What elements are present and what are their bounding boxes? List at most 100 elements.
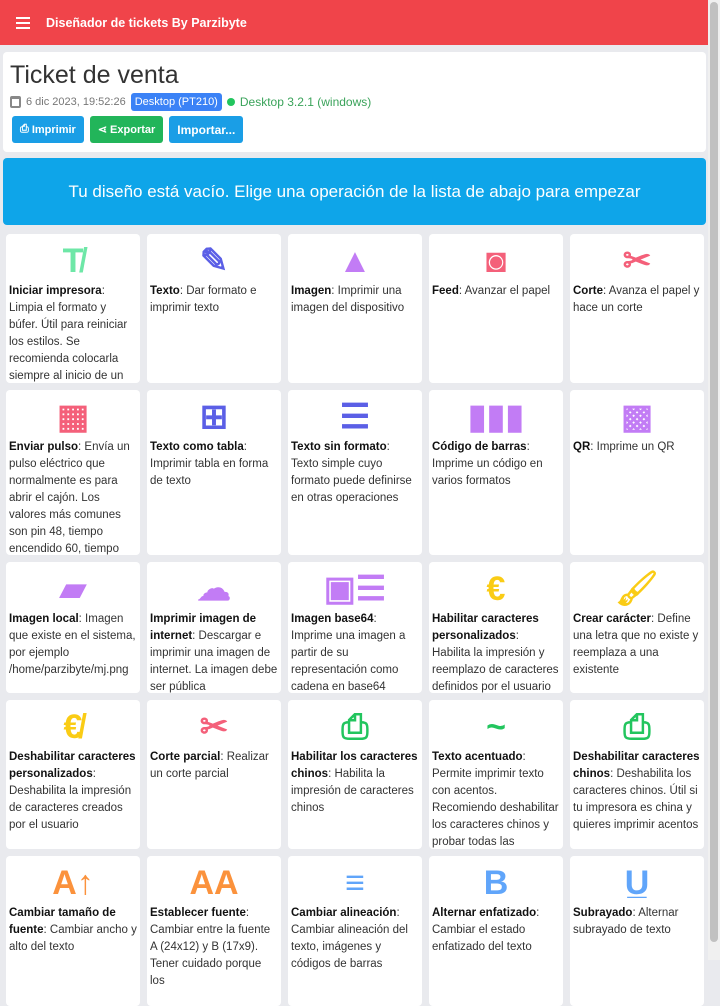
page-title: Ticket de venta	[10, 61, 179, 89]
format-clear-icon: T̸	[62, 241, 84, 280]
hamburger-menu-icon[interactable]	[16, 16, 30, 29]
text-lines-icon: ☰	[339, 397, 371, 436]
operation-desc: : Realizar un corte parcial	[150, 751, 269, 780]
operation-desc: : Cambiar entre la fuente A (24x12) y B …	[150, 907, 271, 987]
operation-name: Cambiar tamaño de fuente	[9, 907, 116, 936]
operation-card[interactable]: €̸ Deshabilitar caracteres personalizados…	[6, 700, 140, 849]
cash-register-icon: ▦	[56, 397, 90, 436]
app-bar: Diseñador de tickets By Parzibyte	[0, 0, 708, 45]
design-header: Ticket de venta 6 dic 2023, 19:52:26 Des…	[3, 52, 706, 152]
operation-name: Texto sin formato	[291, 441, 387, 453]
operation-name: Habilitar los caracteres chinos	[291, 751, 418, 780]
operation-desc: : Permite imprimir texto con acentos. Re…	[432, 751, 559, 848]
operation-name: Corte parcial	[150, 751, 221, 763]
euro-icon: €	[486, 569, 506, 608]
operation-card[interactable]: ✂ Corte: Avanza el papel y hace un corte	[570, 234, 704, 383]
operation-text: Texto acentuado: Permite imprimir texto …	[432, 749, 560, 849]
operation-text: Texto: Dar formato e imprimir texto	[150, 283, 278, 317]
scissors-icon: ✂	[622, 241, 652, 280]
align-icon: ≡	[345, 863, 365, 902]
image-text-icon: ▣☰	[323, 569, 387, 608]
operation-card[interactable]: ☁ Imprimir imagen de internet: Descargar …	[147, 562, 281, 693]
operation-desc: : Cambiar el estado enfatizado del texto	[432, 907, 540, 953]
partial-cut-icon: ✂	[199, 707, 229, 746]
operation-card[interactable]: ☰ Texto sin formato: Texto simple cuyo fo…	[288, 390, 422, 555]
scrollbar[interactable]	[708, 0, 720, 960]
operation-card[interactable]: ▮▮▮ Código de barras: Imprime un código e…	[429, 390, 563, 555]
operation-card[interactable]: ≡ Cambiar alineación: Cambiar alineación …	[288, 856, 422, 1006]
table-icon: ⊞	[199, 397, 229, 436]
operation-card[interactable]: ✎ Texto: Dar formato e imprimir texto	[147, 234, 281, 383]
operation-text: Imagen base64: Imprime una imagen a part…	[291, 611, 419, 693]
export-button[interactable]: ⋖ Exportar	[89, 116, 164, 143]
operation-card[interactable]: 🖌 Crear carácter: Define una letra que no…	[570, 562, 704, 693]
operation-card[interactable]: B Alternar enfatizado: Cambiar el estado …	[429, 856, 563, 1006]
brush-icon: 🖌	[615, 569, 659, 608]
operation-desc: : Avanzar el papel	[458, 285, 551, 297]
paper-roll-icon: ◙	[485, 241, 507, 280]
operation-desc: : Texto simple cuyo formato puede defini…	[291, 441, 412, 504]
printer-check-icon: ⎙	[341, 707, 369, 746]
operation-desc: : Alternar subrayado de texto	[573, 907, 679, 936]
operation-desc: : Imagen que existe en el sistema, por e…	[9, 613, 136, 676]
operation-desc: : Imprime un código en varios formatos	[432, 441, 543, 487]
operation-card[interactable]: ⎙ Habilitar los caracteres chinos: Habili…	[288, 700, 422, 849]
printer-icon: ⎙	[20, 123, 29, 135]
scrollbar-thumb[interactable]	[710, 2, 718, 942]
operation-desc: : Deshabilita los caracteres chinos. Úti…	[573, 768, 699, 831]
print-button[interactable]: ⎙ Imprimir	[12, 116, 84, 143]
operation-text: Alternar enfatizado: Cambiar el estado e…	[432, 905, 560, 956]
barcode-icon: ▮▮▮	[467, 397, 525, 436]
operation-name: Texto acentuado	[432, 751, 523, 763]
operation-card[interactable]: T̸ Iniciar impresora: Limpia el formato y…	[6, 234, 140, 383]
operation-card[interactable]: ▰ Imagen local: Imagen que existe en el s…	[6, 562, 140, 693]
operation-card[interactable]: ▲ Imagen: Imprimir una imagen del disposi…	[288, 234, 422, 383]
operation-name: Enviar pulso	[9, 441, 79, 453]
device-badge: Desktop (PT210)	[130, 93, 222, 111]
operation-desc: : Imprime un QR	[590, 441, 675, 453]
euro-off-icon: €̸	[63, 707, 83, 746]
operation-card[interactable]: ◙ Feed: Avanzar el papel	[429, 234, 563, 383]
operation-text: Imagen local: Imagen que existe en el si…	[9, 611, 137, 679]
operation-card[interactable]: U̲ Subrayado: Alternar subrayado de texto	[570, 856, 704, 1006]
operation-text: Texto como tabla: Imprimir tabla en form…	[150, 439, 278, 490]
share-icon: ⋖	[97, 124, 108, 136]
operation-text: QR: Imprime un QR	[573, 439, 701, 456]
operation-text: Habilitar los caracteres chinos: Habilit…	[291, 749, 419, 817]
operation-card[interactable]: ⊞ Texto como tabla: Imprimir tabla en for…	[147, 390, 281, 555]
operation-card[interactable]: ▦ Enviar pulso: Envía un pulso eléctrico …	[6, 390, 140, 555]
operation-text: Enviar pulso: Envía un pulso eléctrico q…	[9, 439, 137, 555]
operation-name: Imagen base64	[291, 613, 374, 625]
operation-desc: : Define una letra que no existe y reemp…	[573, 613, 699, 676]
operation-name: Texto como tabla	[150, 441, 244, 453]
font-icon: AA	[189, 863, 239, 902]
calendar-icon	[10, 96, 21, 108]
operation-card[interactable]: ▣☰ Imagen base64: Imprime una imagen a pa…	[288, 562, 422, 693]
import-button[interactable]: Importar...	[169, 116, 244, 143]
operation-card[interactable]: ⎙ Deshabilitar caracteres chinos: Deshabi…	[570, 700, 704, 849]
operation-name: Subrayado	[573, 907, 633, 919]
image-file-icon: ▰	[59, 569, 87, 608]
date-text: 6 dic 2023, 19:52:26	[26, 96, 126, 108]
operation-name: Establecer fuente	[150, 907, 246, 919]
operation-desc: : Envía un pulso eléctrico que normalmen…	[9, 441, 130, 555]
operation-name: Texto	[150, 285, 180, 297]
operation-text: Iniciar impresora: Limpia el formato y b…	[9, 283, 137, 383]
operation-desc: : Imprime una imagen a partir de su repr…	[291, 613, 406, 693]
qr-code-icon: ▩	[620, 397, 654, 436]
operation-name: Deshabilitar caracteres personalizados	[9, 751, 136, 780]
operation-card[interactable]: A↑ Cambiar tamaño de fuente: Cambiar anch…	[6, 856, 140, 1006]
operation-name: Crear carácter	[573, 613, 652, 625]
operation-text: Subrayado: Alternar subrayado de texto	[573, 905, 701, 939]
image-icon: ▲	[338, 241, 372, 280]
operation-card[interactable]: ▩ QR: Imprime un QR	[570, 390, 704, 555]
operation-card[interactable]: AA Establecer fuente: Cambiar entre la fu…	[147, 856, 281, 1006]
operation-desc: : Imprimir tabla en forma de texto	[150, 441, 269, 487]
operation-card[interactable]: ✂ Corte parcial: Realizar un corte parcia…	[147, 700, 281, 849]
operation-name: Iniciar impresora	[9, 285, 102, 297]
operation-name: Imagen local	[9, 613, 79, 625]
operation-card[interactable]: ~ Texto acentuado: Permite imprimir texto…	[429, 700, 563, 849]
text-edit-icon: ✎	[199, 241, 229, 280]
operation-card[interactable]: € Habilitar caracteres personalizados: Ha…	[429, 562, 563, 693]
operation-text: Corte: Avanza el papel y hace un corte	[573, 283, 701, 317]
